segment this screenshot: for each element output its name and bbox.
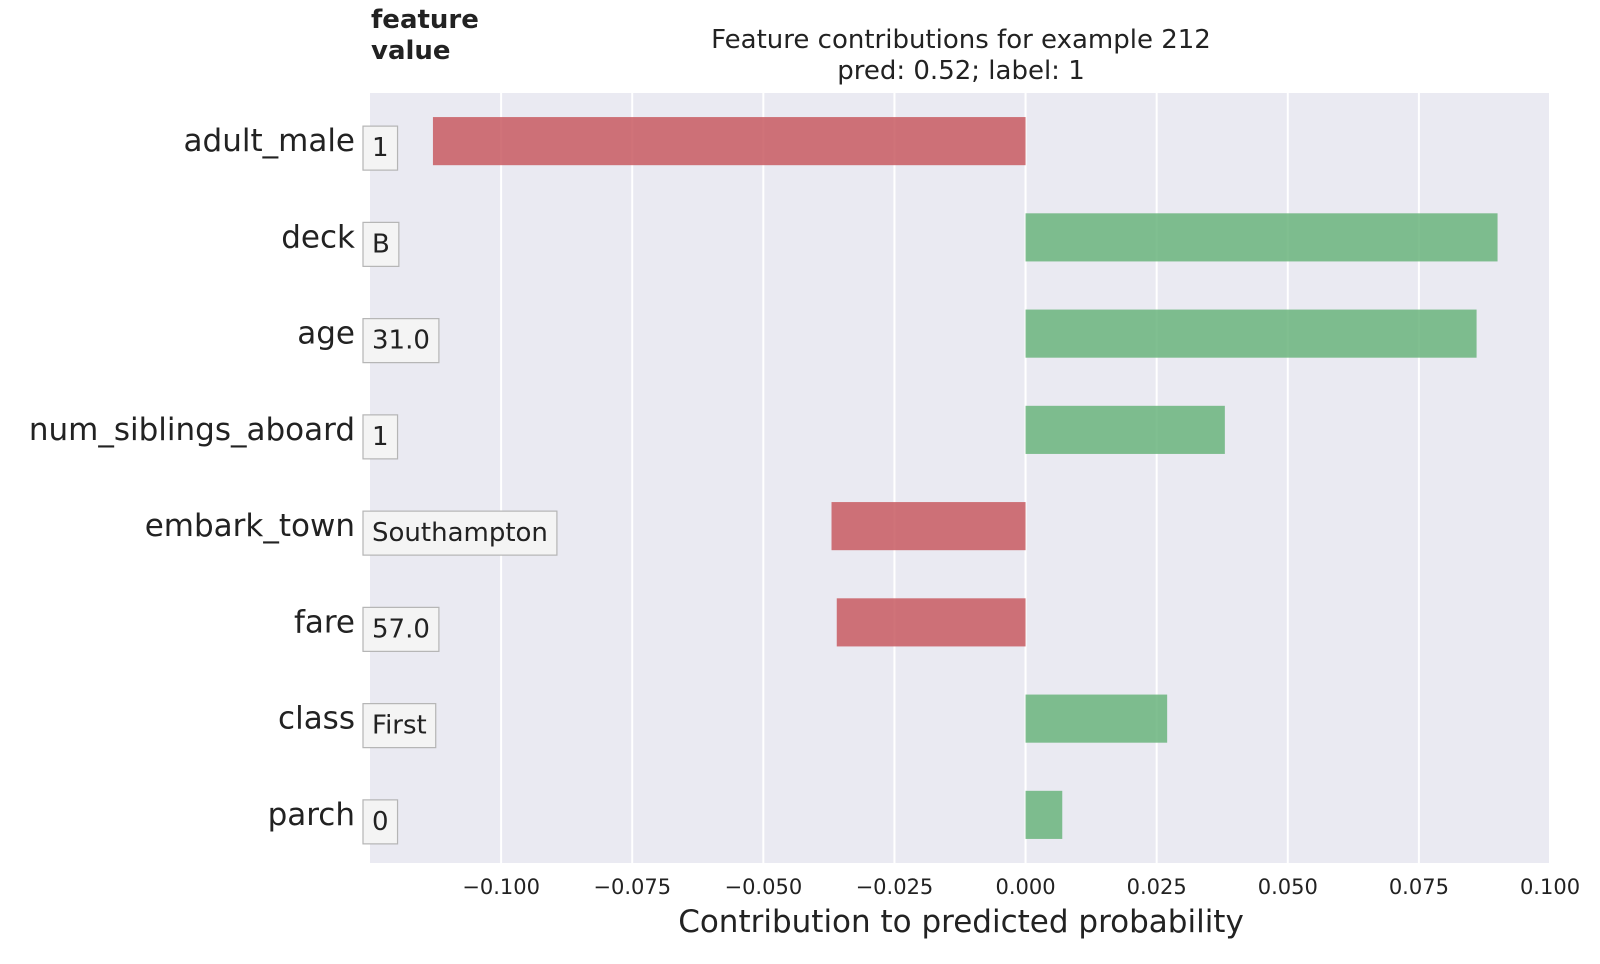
- category-label: class: [278, 701, 355, 737]
- feature-value-frame: [362, 414, 399, 460]
- feature-value-frame: [362, 510, 558, 556]
- feature-value-frame: [362, 703, 437, 749]
- feature-value-box: 57.0: [362, 606, 440, 652]
- feature-value: B: [372, 229, 390, 259]
- category-label: fare: [294, 604, 355, 640]
- category-label: embark_town: [145, 508, 355, 544]
- feature-value-box: 1: [362, 125, 399, 171]
- feature-value: First: [372, 711, 427, 741]
- category-label: age: [297, 316, 355, 352]
- x-tick-label: 0.025: [1127, 875, 1187, 899]
- bar-class: [1025, 694, 1168, 743]
- bars: [432, 117, 1498, 839]
- feature-value-header: feature value: [371, 5, 479, 66]
- feature-value-box: B: [362, 221, 400, 267]
- chart-title: Feature contributions for example 212: [711, 25, 1211, 55]
- feature-value-frame: [362, 125, 399, 171]
- feature-value-frame: [362, 799, 399, 845]
- bar-deck: [1025, 213, 1498, 262]
- feature-value: 57.0: [372, 614, 430, 644]
- feature-value-box: Southampton: [362, 510, 558, 556]
- chart-subtitle: pred: 0.52; label: 1: [837, 56, 1085, 86]
- x-tick-labels: −0.100 −0.075 −0.050 −0.025 0.000 0.025 0.050 0…: [462, 875, 1580, 899]
- feature-value-box: First: [362, 703, 437, 749]
- feature-value-box: 1: [362, 414, 399, 460]
- category-label: deck: [281, 219, 355, 255]
- x-tick-label: −0.100: [462, 875, 540, 899]
- category-label: parch: [268, 797, 355, 833]
- bar-embark_town: [831, 502, 1026, 551]
- plot-area: [370, 93, 1550, 863]
- x-tick-label: −0.050: [724, 875, 802, 899]
- bar-parch: [1025, 790, 1063, 839]
- feature-value-box: 0: [362, 799, 399, 845]
- x-tick-label: −0.025: [856, 875, 934, 899]
- feature-value: 1: [372, 133, 389, 163]
- x-tick-label: 0.100: [1520, 875, 1580, 899]
- bar-age: [1025, 309, 1477, 358]
- feature-value: 31.0: [372, 326, 430, 356]
- feature-value: 0: [372, 807, 389, 837]
- feature-value: 1: [372, 422, 389, 452]
- category-label: adult_male: [184, 123, 355, 159]
- bar-num_siblings_aboard: [1025, 405, 1225, 454]
- feature-value-boxes: 1 B 31.0 1 Southampton 57.0 First 0: [362, 125, 558, 845]
- category-label: num_siblings_aboard: [29, 412, 355, 448]
- feature-value-frame: [362, 606, 440, 652]
- bar-adult_male: [432, 117, 1026, 166]
- x-tick-label: 0.050: [1258, 875, 1318, 899]
- x-tick-label: 0.000: [995, 875, 1055, 899]
- feature-value: Southampton: [372, 518, 548, 548]
- feature-value-frame: [362, 221, 400, 267]
- feature-value-box: 31.0: [362, 318, 440, 364]
- feature-value-frame: [362, 318, 440, 364]
- x-tick-label: −0.075: [593, 875, 671, 899]
- x-tick-label: 0.075: [1389, 875, 1449, 899]
- bar-fare: [836, 598, 1026, 647]
- x-axis-label: Contribution to predicted probability: [678, 904, 1244, 940]
